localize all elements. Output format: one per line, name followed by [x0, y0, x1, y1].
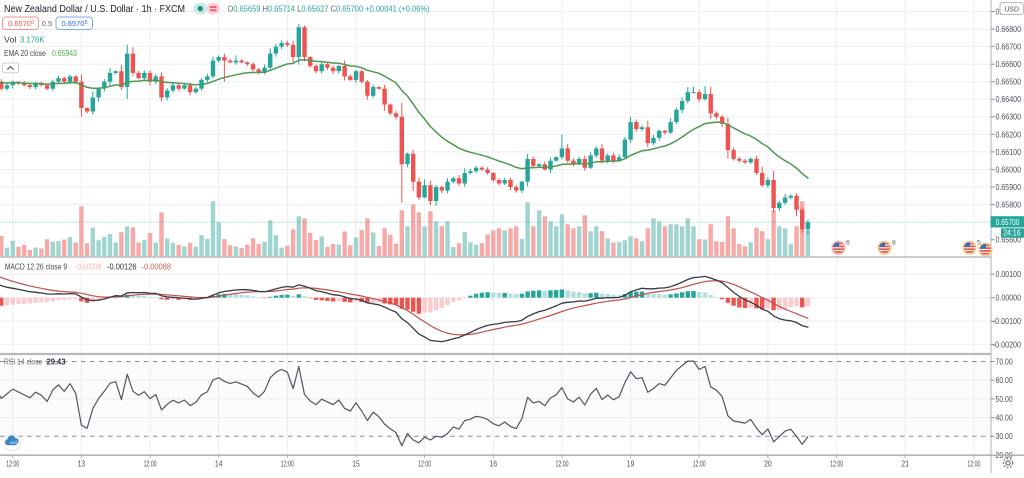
- svg-text:0.00100: 0.00100: [996, 269, 1022, 279]
- svg-text:O0.65659 H0.65714 L0.65627 C0.: O0.65659 H0.65714 L0.65627 C0.65700 +0.0…: [228, 5, 430, 14]
- svg-text:-0.00088: -0.00088: [142, 263, 172, 272]
- svg-text:0.5: 0.5: [42, 19, 52, 28]
- svg-text:8: 8: [892, 239, 896, 246]
- svg-text:0.66400: 0.66400: [996, 94, 1022, 104]
- svg-text:0.65700: 0.65700: [996, 217, 1020, 227]
- svg-text:0.66100: 0.66100: [996, 147, 1022, 157]
- svg-text:0.66000: 0.66000: [996, 164, 1022, 174]
- svg-text:-0.00038: -0.00038: [75, 263, 102, 272]
- svg-text:12:00: 12:00: [967, 459, 980, 469]
- svg-text:24:16: 24:16: [1003, 229, 1021, 238]
- svg-text:0.65705: 0.65705: [62, 19, 88, 28]
- svg-text:0.66500: 0.66500: [996, 77, 1022, 87]
- svg-text:12:00: 12:00: [830, 459, 843, 469]
- svg-text:0.65700: 0.65700: [8, 19, 34, 28]
- svg-text:70.00: 70.00: [996, 356, 1013, 366]
- svg-text:0.00000: 0.00000: [996, 293, 1022, 303]
- svg-text:Vol: Vol: [4, 34, 17, 44]
- svg-text:16: 16: [490, 459, 498, 469]
- svg-text:20: 20: [764, 459, 772, 469]
- svg-text:0.65900: 0.65900: [996, 182, 1022, 192]
- svg-text:EMA 20 close: EMA 20 close: [4, 48, 46, 58]
- svg-text:21: 21: [901, 459, 909, 469]
- svg-text:12:00: 12:00: [693, 459, 706, 469]
- svg-text:0.65943: 0.65943: [52, 48, 77, 58]
- svg-text:0.66700: 0.66700: [996, 42, 1022, 52]
- svg-text:29.43: 29.43: [47, 358, 66, 367]
- svg-text:0.66300: 0.66300: [996, 112, 1022, 122]
- svg-text:-0.00126: -0.00126: [107, 263, 137, 272]
- svg-text:12:00: 12:00: [556, 459, 569, 469]
- svg-text:30.00: 30.00: [996, 431, 1013, 441]
- svg-text:19: 19: [627, 459, 635, 469]
- svg-text:USD: USD: [1004, 4, 1019, 13]
- svg-text:50.00: 50.00: [996, 394, 1013, 404]
- svg-text:13: 13: [78, 459, 86, 469]
- svg-text:New Zealand Dollar / U.S. Doll: New Zealand Dollar / U.S. Dollar · 1h · …: [4, 4, 185, 15]
- svg-text:-0.00100: -0.00100: [993, 316, 1021, 326]
- svg-text:15: 15: [352, 459, 360, 469]
- svg-text:RSI 14 close: RSI 14 close: [4, 358, 43, 367]
- svg-text:0.66600: 0.66600: [996, 59, 1022, 69]
- svg-text:12:00: 12:00: [418, 459, 431, 469]
- svg-text:0.66800: 0.66800: [996, 24, 1022, 34]
- svg-text:12:00: 12:00: [281, 459, 294, 469]
- svg-text:3.176K: 3.176K: [20, 34, 45, 44]
- svg-text:6: 6: [846, 239, 850, 246]
- svg-text:12:00: 12:00: [6, 459, 19, 469]
- svg-text:0.65800: 0.65800: [996, 200, 1022, 210]
- svg-text:12:00: 12:00: [144, 459, 157, 469]
- svg-text:60.00: 60.00: [996, 375, 1013, 385]
- svg-text:0.66200: 0.66200: [996, 129, 1022, 139]
- svg-text:40.00: 40.00: [996, 413, 1013, 423]
- svg-text:MACD 12 26 close 9: MACD 12 26 close 9: [5, 263, 68, 272]
- svg-text:-0.00200: -0.00200: [993, 339, 1021, 349]
- svg-text:14: 14: [215, 459, 223, 469]
